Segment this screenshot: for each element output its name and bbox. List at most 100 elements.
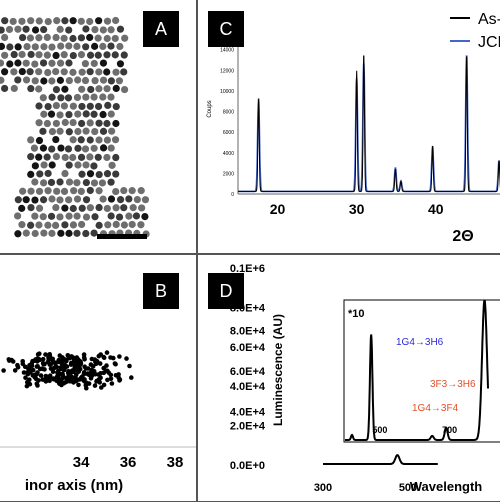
nanoparticle xyxy=(120,68,128,76)
nanoparticle xyxy=(90,162,98,170)
nanoparticle-dots xyxy=(0,16,150,238)
scatter-point xyxy=(39,366,45,372)
nanoparticle xyxy=(40,25,48,34)
panel-b: 34 36 38 inor axis (nm) B xyxy=(0,254,197,502)
nanoparticle xyxy=(31,212,39,220)
nanoparticle xyxy=(61,85,69,93)
nanoparticle xyxy=(82,196,91,204)
scatter-point xyxy=(15,365,21,370)
nanoparticle xyxy=(35,34,43,42)
nanoparticle xyxy=(73,179,81,187)
nanoparticle xyxy=(27,84,35,93)
nanoparticle xyxy=(91,213,99,221)
scatter-point xyxy=(77,366,83,372)
nanoparticle xyxy=(95,119,103,127)
scatter-point xyxy=(23,375,28,380)
x-tick-labels: 20 30 40 xyxy=(270,201,444,217)
nanoparticle xyxy=(86,68,94,76)
nanoparticle xyxy=(57,42,65,50)
scatter-point xyxy=(83,366,89,371)
nanoparticle xyxy=(31,77,39,85)
nanoparticle xyxy=(10,68,18,76)
scatter-point xyxy=(40,361,46,366)
nanoparticle xyxy=(103,153,111,162)
nanoparticle xyxy=(91,127,99,136)
scatter-point xyxy=(48,361,54,367)
nanoparticle xyxy=(61,204,69,212)
nanoparticle xyxy=(90,229,98,237)
nanoparticle xyxy=(120,186,128,195)
nanoparticle xyxy=(60,102,68,110)
nanoparticle xyxy=(112,187,120,196)
nanoparticle xyxy=(73,229,81,237)
nanoparticle xyxy=(40,110,48,118)
nanoparticle xyxy=(39,94,47,102)
nanoparticle xyxy=(35,204,44,212)
nanoparticle xyxy=(65,76,73,85)
nanoparticle xyxy=(103,68,111,76)
nanoparticle xyxy=(77,50,86,59)
nanoparticle xyxy=(120,51,128,59)
nanoparticle xyxy=(81,76,90,85)
nanoparticle xyxy=(82,43,90,51)
nanoparticle xyxy=(35,136,44,145)
nanoparticle xyxy=(112,119,120,128)
nanoparticle xyxy=(61,118,69,127)
nanoparticle xyxy=(95,136,103,144)
scatter-point xyxy=(104,350,110,355)
nanoparticle xyxy=(27,221,35,229)
nanoparticle xyxy=(14,59,22,67)
nanoparticle xyxy=(129,204,137,212)
scatter-point xyxy=(57,353,63,358)
nanoparticle xyxy=(40,43,48,51)
nanoparticle xyxy=(103,136,112,144)
y-tick-label: 12000 xyxy=(220,68,234,74)
nanoparticle xyxy=(95,221,103,229)
nanoparticle xyxy=(39,144,48,152)
scatter-point xyxy=(97,361,103,366)
scatter-point xyxy=(117,378,122,383)
nanoparticle xyxy=(1,51,9,59)
scatter-point xyxy=(21,370,27,375)
nanoparticle xyxy=(65,229,73,237)
nanoparticle xyxy=(35,119,43,127)
nanoparticle xyxy=(116,196,125,204)
nanoparticle xyxy=(125,212,133,220)
scatter-point xyxy=(85,372,91,377)
nanoparticle xyxy=(133,195,141,204)
x-tick-labels: 300 500 xyxy=(314,482,417,494)
nanoparticle xyxy=(81,60,90,68)
nanoparticle xyxy=(44,221,52,229)
nanoparticle xyxy=(77,34,86,42)
panel-label-a: A xyxy=(143,11,179,47)
scatter-point xyxy=(43,352,48,357)
nanoparticle xyxy=(43,119,51,128)
nanoparticle xyxy=(108,127,116,135)
nanoparticle xyxy=(74,76,82,84)
scatter-point xyxy=(74,372,79,377)
nanoparticle xyxy=(44,187,52,195)
nanoparticle xyxy=(65,59,73,67)
nanoparticle xyxy=(115,213,124,221)
nanoparticle xyxy=(27,204,35,212)
nanoparticle xyxy=(91,42,99,50)
nanoparticle xyxy=(112,84,120,93)
nanoparticle xyxy=(1,33,9,42)
nanoparticle xyxy=(82,229,90,238)
scatter-point xyxy=(27,377,32,382)
nanoparticle xyxy=(74,161,82,169)
nanoparticle xyxy=(77,17,85,25)
scatter-point xyxy=(88,376,94,381)
scatter-point xyxy=(90,364,96,369)
series-sample xyxy=(238,55,500,192)
scatter-point xyxy=(98,375,103,381)
nanoparticle xyxy=(57,144,65,152)
panel-a: A xyxy=(0,0,197,254)
scatter-point xyxy=(66,370,71,375)
nanoparticle xyxy=(91,77,99,85)
nanoparticle xyxy=(86,204,94,212)
nanoparticle xyxy=(14,196,22,204)
nanoparticle xyxy=(112,68,120,76)
nanoparticle xyxy=(107,110,115,118)
scatter-point xyxy=(101,370,107,376)
